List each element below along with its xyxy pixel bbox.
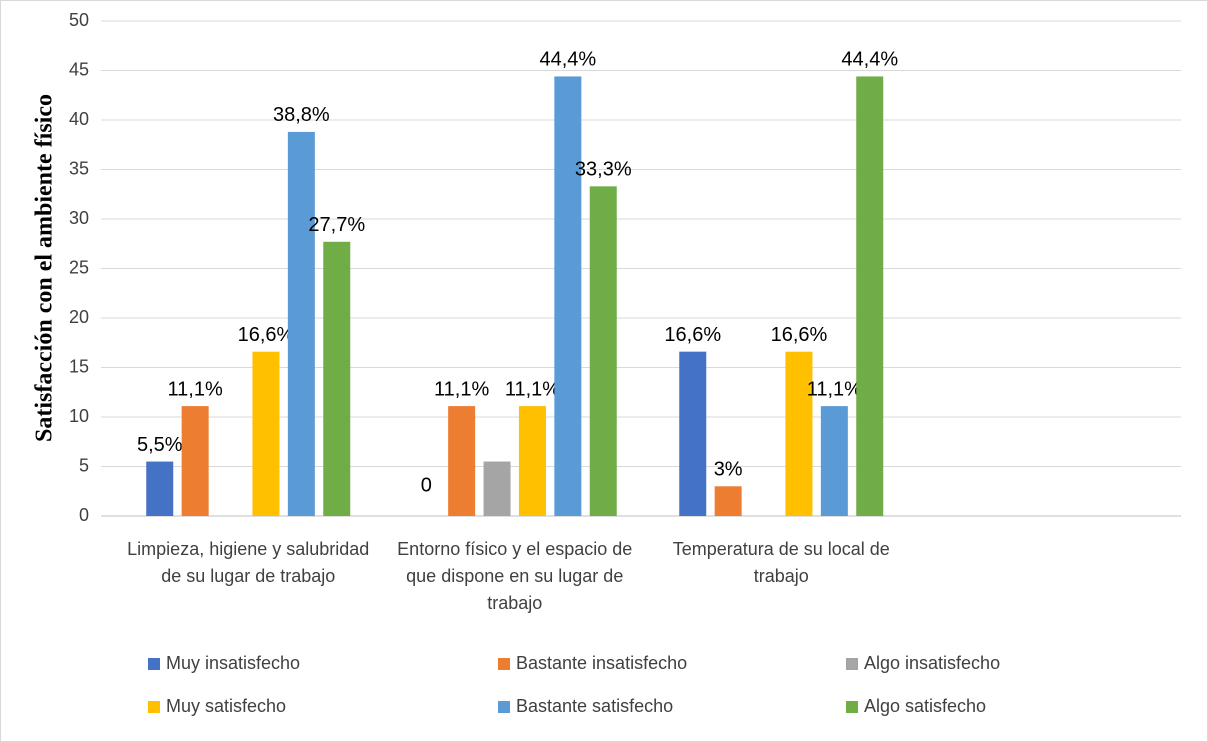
legend-swatch xyxy=(846,658,858,670)
y-tick-label: 45 xyxy=(69,59,89,79)
bar xyxy=(820,406,848,516)
legend-swatch xyxy=(498,658,510,670)
data-label: 44,4% xyxy=(841,49,898,71)
data-label: 11,1% xyxy=(168,378,223,400)
y-tick-label: 0 xyxy=(79,505,89,525)
bar xyxy=(252,351,280,516)
data-label: 44,4% xyxy=(539,49,596,71)
data-label: 38,8% xyxy=(273,104,330,126)
bar xyxy=(448,406,476,516)
legend-swatch xyxy=(148,701,160,713)
y-tick-label: 40 xyxy=(69,109,89,129)
y-tick-label: 35 xyxy=(69,158,89,178)
data-label: 0 xyxy=(421,474,432,496)
legend-label: Muy insatisfecho xyxy=(166,653,300,673)
bar xyxy=(483,461,511,516)
y-tick-label: 30 xyxy=(69,208,89,228)
x-tick-label: Temperatura de su local de trabajo xyxy=(672,539,890,586)
data-label: 5,5% xyxy=(137,434,183,456)
bar xyxy=(785,351,813,516)
bar xyxy=(518,406,546,516)
data-label: 11,1% xyxy=(807,378,862,400)
y-tick-label: 20 xyxy=(69,307,89,327)
data-label: 11,1% xyxy=(505,378,560,400)
bar xyxy=(287,131,315,516)
data-label: 16,6% xyxy=(771,324,828,346)
y-tick-label: 50 xyxy=(69,10,89,30)
bar xyxy=(554,76,582,516)
data-label: 27,7% xyxy=(308,214,365,236)
bar xyxy=(714,486,742,516)
y-axis-title: Satisfacción con el ambiente físico xyxy=(32,94,58,442)
y-tick-label: 15 xyxy=(69,356,89,376)
data-label: 33,3% xyxy=(575,159,632,181)
data-label: 3% xyxy=(714,459,743,481)
legend-label: Muy satisfecho xyxy=(166,696,286,716)
legend-label: Algo insatisfecho xyxy=(864,653,1000,673)
legend-swatch xyxy=(498,701,510,713)
bar xyxy=(323,241,351,516)
bar xyxy=(181,406,209,516)
legend-label: Bastante satisfecho xyxy=(516,696,673,716)
bar xyxy=(856,76,884,516)
data-label: 16,6% xyxy=(664,324,721,346)
x-tick-label: Limpieza, higiene y salubridad de su lug… xyxy=(127,539,370,586)
bar xyxy=(679,351,707,516)
bar xyxy=(589,186,617,516)
y-tick-label: 5 xyxy=(79,455,89,475)
y-tick-label: 10 xyxy=(69,406,89,426)
x-tick-label: Entorno físico y el espacio de que dispo… xyxy=(397,539,633,613)
legend-label: Algo satisfecho xyxy=(864,696,986,716)
legend-label: Bastante insatisfecho xyxy=(516,653,687,673)
data-label: 11,1% xyxy=(434,378,489,400)
legend-swatch xyxy=(846,701,858,713)
legend-swatch xyxy=(148,658,160,670)
bar xyxy=(146,461,174,516)
data-label: 16,6% xyxy=(238,324,295,346)
y-tick-label: 25 xyxy=(69,257,89,277)
